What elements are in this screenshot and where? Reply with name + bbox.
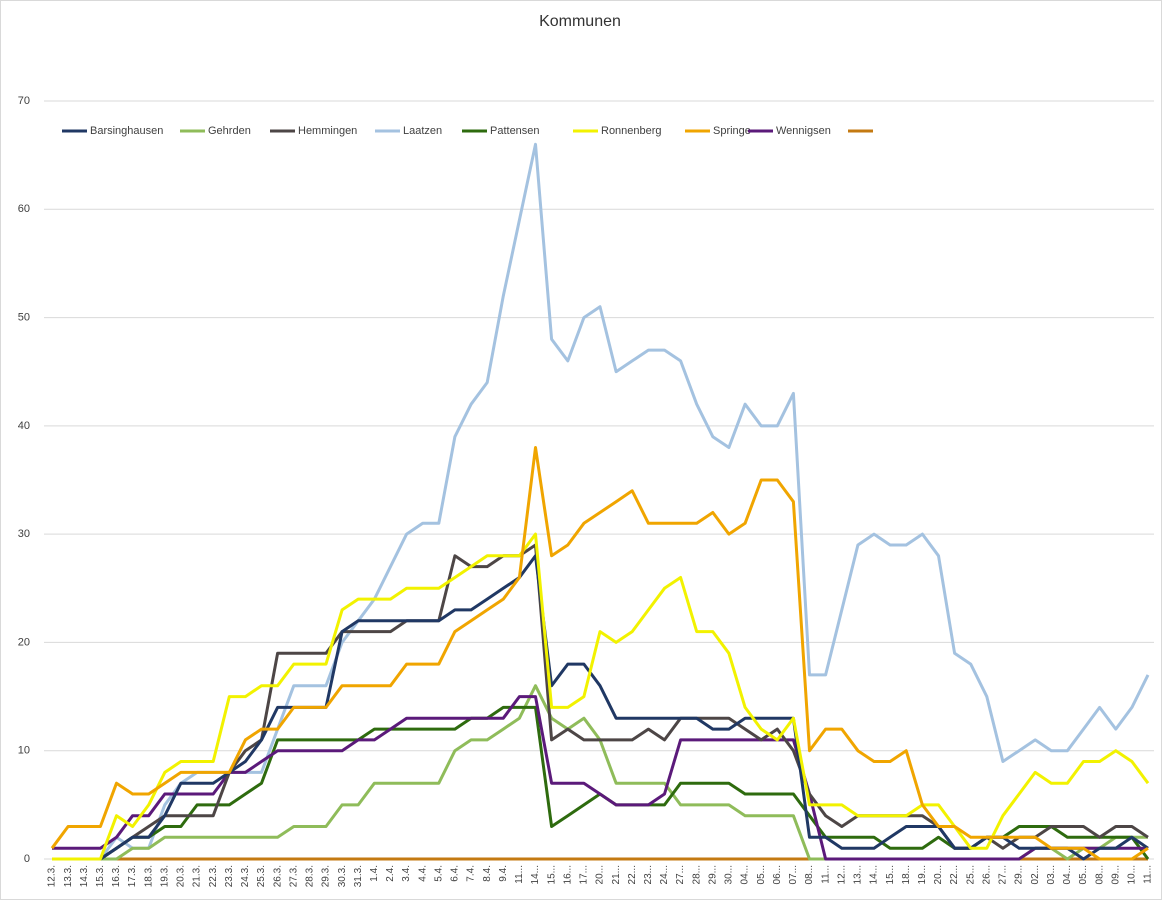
- x-tick-label: 1.4.: [369, 865, 380, 882]
- x-tick-label: 10...: [1127, 865, 1138, 884]
- x-tick-label: 20.3.: [176, 865, 187, 887]
- legend-label: Springe: [713, 125, 751, 137]
- x-tick-label: 13.3.: [63, 865, 74, 887]
- x-tick-label: 23...: [643, 865, 654, 884]
- x-tick-label: 05...: [756, 865, 767, 884]
- x-tick-label: 19...: [917, 865, 928, 884]
- x-tick-label: 2.4.: [385, 865, 396, 882]
- x-tick-label: 28.3.: [305, 865, 316, 887]
- y-tick-label: 50: [18, 311, 30, 323]
- x-tick-label: 12.3.: [47, 865, 58, 887]
- chart-title: Kommunen: [539, 13, 621, 30]
- x-tick-label: 08...: [804, 865, 815, 884]
- x-tick-label: 24...: [659, 865, 670, 884]
- y-tick-label: 70: [18, 95, 30, 107]
- x-tick-label: 17.3.: [127, 865, 138, 887]
- x-tick-label: 31.3.: [353, 865, 364, 887]
- x-tick-label: 26...: [981, 865, 992, 884]
- x-tick-label: 15...: [885, 865, 896, 884]
- x-tick-label: 21.3.: [192, 865, 203, 887]
- y-tick-label: 0: [24, 853, 30, 865]
- x-tick-label: 26.3.: [272, 865, 283, 887]
- x-tick-label: 25.3.: [256, 865, 267, 887]
- x-tick-label: 11...: [514, 865, 525, 884]
- x-tick-label: 27...: [675, 865, 686, 884]
- x-tick-label: 14.3.: [79, 865, 90, 887]
- x-tick-label: 30.3.: [337, 865, 348, 887]
- series-line: [52, 695, 1148, 861]
- x-tick-label: 19.3.: [159, 865, 170, 887]
- x-tick-label: 03...: [1046, 865, 1057, 884]
- x-tick-label: 5.4.: [433, 865, 444, 882]
- series-line: [50, 446, 1149, 861]
- x-tick-label: 29...: [1014, 865, 1025, 884]
- x-tick-label: 04...: [1062, 865, 1073, 884]
- x-tick-label: 21...: [611, 865, 622, 884]
- x-tick-label: 16.3.: [111, 865, 122, 887]
- x-tick-label: 11...: [820, 865, 831, 884]
- x-tick-label: 18.3.: [143, 865, 154, 887]
- x-tick-label: 27...: [998, 865, 1009, 884]
- x-tick-label: 20...: [933, 865, 944, 884]
- x-tick-label: 07...: [788, 865, 799, 884]
- y-tick-label: 30: [18, 528, 30, 540]
- x-tick-label: 13...: [853, 865, 864, 884]
- x-tick-label: 7.4.: [466, 865, 477, 882]
- x-tick-label: 14...: [869, 865, 880, 884]
- x-tick-label: 15...: [546, 865, 557, 884]
- x-tick-label: 06...: [772, 865, 783, 884]
- y-tick-label: 20: [18, 636, 30, 648]
- x-tick-label: 27.3.: [288, 865, 299, 887]
- x-tick-label: 04...: [740, 865, 751, 884]
- x-tick-label: 02...: [1030, 865, 1041, 884]
- x-tick-label: 25...: [965, 865, 976, 884]
- legend-label: Wennigsen: [776, 125, 831, 137]
- x-tick-label: 12...: [836, 865, 847, 884]
- y-tick-label: 10: [18, 745, 30, 757]
- legend-label: Laatzen: [403, 125, 442, 137]
- x-tick-label: 3.4.: [401, 865, 412, 882]
- x-tick-label: 30...: [724, 865, 735, 884]
- series-line: [52, 554, 1149, 861]
- x-tick-label: 22.3.: [208, 865, 219, 887]
- x-tick-label: 15.3.: [95, 865, 106, 887]
- x-tick-label: 09...: [1110, 865, 1121, 884]
- x-tick-label: 22...: [627, 865, 638, 884]
- x-tick-label: 05...: [1078, 865, 1089, 884]
- x-tick-label: 08...: [1094, 865, 1105, 884]
- x-tick-label: 4.4.: [417, 865, 428, 882]
- x-tick-label: 9.4.: [498, 865, 509, 882]
- x-tick-label: 17...: [579, 865, 590, 884]
- x-tick-label: 16...: [562, 865, 573, 884]
- legend-label: Gehrden: [208, 125, 251, 137]
- x-tick-label: 11...: [1143, 865, 1154, 884]
- legend-label: Hemmingen: [298, 125, 357, 137]
- x-tick-label: 8.4.: [482, 865, 493, 882]
- x-tick-label: 29.3.: [321, 865, 332, 887]
- x-tick-label: 6.4.: [450, 865, 461, 882]
- x-tick-label: 22...: [949, 865, 960, 884]
- y-tick-label: 40: [18, 420, 30, 432]
- y-tick-label: 60: [18, 203, 30, 215]
- x-tick-label: 24.3.: [240, 865, 251, 887]
- legend-label: Pattensen: [490, 125, 540, 137]
- x-tick-label: 14...: [530, 865, 541, 884]
- legend-label: Ronnenberg: [601, 125, 662, 137]
- x-tick-label: 28...: [691, 865, 702, 884]
- series-line: [52, 532, 1150, 861]
- x-tick-label: 20...: [595, 865, 606, 884]
- x-tick-label: 29...: [707, 865, 718, 884]
- x-tick-label: 23.3.: [224, 865, 235, 887]
- x-tick-label: 18...: [901, 865, 912, 884]
- legend-label: Barsinghausen: [90, 125, 163, 137]
